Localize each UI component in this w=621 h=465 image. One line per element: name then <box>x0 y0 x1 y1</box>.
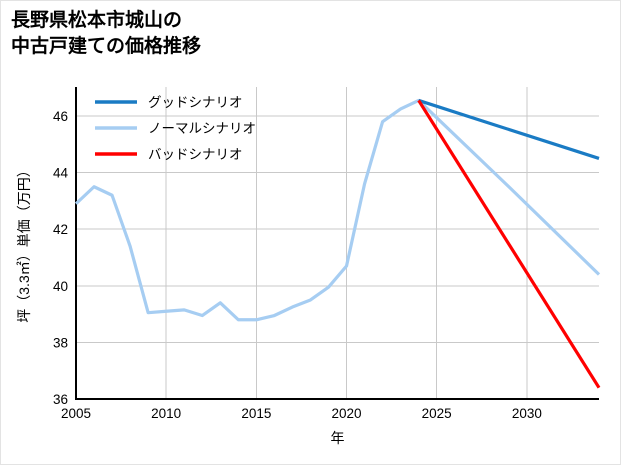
x-tick-labels: 2005 2010 2015 2020 2025 2030 <box>61 406 542 421</box>
y-tick-label: 38 <box>53 335 68 350</box>
y-tick-label: 44 <box>53 166 69 181</box>
series-line-normal <box>74 98 601 322</box>
y-tick-label: 46 <box>53 109 68 124</box>
y-tick-label: 36 <box>53 392 68 407</box>
data-series-lines <box>74 98 601 389</box>
y-tick-label: 40 <box>53 279 68 294</box>
legend-label: グッドシナリオ <box>148 95 243 110</box>
chart-title: 長野県松本市城山の 中古戸建ての価格推移 <box>11 10 202 58</box>
series-line-good <box>418 98 600 160</box>
y-axis-title: 坪（3.3㎡）単価（万円） <box>16 163 32 322</box>
x-tick-label: 2020 <box>331 406 361 421</box>
x-axis-title: 年 <box>331 430 345 446</box>
series-line-bad <box>417 99 601 389</box>
y-tick-labels: 36 38 40 42 44 46 <box>53 109 69 407</box>
x-tick-label: 2015 <box>241 406 271 421</box>
y-tick-label: 42 <box>53 222 68 237</box>
x-tick-label: 2025 <box>422 406 452 421</box>
x-gridlines <box>75 87 528 399</box>
x-tick-label: 2005 <box>61 406 91 421</box>
x-tick-label: 2030 <box>512 406 542 421</box>
legend-label: ノーマルシナリオ <box>148 121 256 136</box>
legend-label: バッドシナリオ <box>148 147 243 162</box>
x-tick-label: 2010 <box>151 406 181 421</box>
axis-spines <box>74 87 599 401</box>
